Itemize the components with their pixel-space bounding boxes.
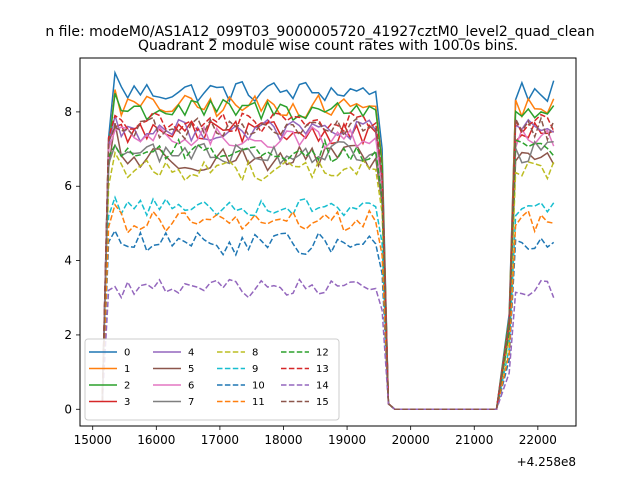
legend-label-1: 1 (124, 364, 130, 375)
legend-label-15: 15 (316, 397, 329, 408)
x-tick-label: 16000 (137, 433, 175, 447)
legend-label-2: 2 (124, 381, 130, 392)
x-tick-label: 22000 (519, 433, 557, 447)
x-tick-label: 18000 (264, 433, 302, 447)
axes-frame (79, 57, 577, 427)
legend-label-12: 12 (316, 348, 329, 359)
legend-label-3: 3 (124, 397, 130, 408)
y-tick-label: 0 (64, 402, 72, 416)
y-tick-label: 2 (64, 328, 72, 342)
legend-label-0: 0 (124, 348, 130, 359)
legend-label-13: 13 (316, 364, 329, 375)
y-tick-label: 8 (64, 105, 72, 119)
figure-suptitle: n file: modeM0/AS1A12_099T03_9000005720_… (45, 24, 594, 40)
x-tick-label: 17000 (201, 433, 239, 447)
y-tick-label: 4 (64, 254, 72, 268)
legend-box (84, 338, 340, 421)
legend-label-8: 8 (252, 348, 258, 359)
x-tick-label: 19000 (328, 433, 366, 447)
x-tick-label: 21000 (455, 433, 493, 447)
y-tick-label: 6 (64, 179, 72, 193)
legend-label-9: 9 (252, 364, 258, 375)
x-axis: 15000 16000 17000 18000 19000 20000 21000 22000 (74, 426, 557, 447)
plot-lines (101, 70, 555, 411)
series-line-15 (101, 115, 555, 411)
x-tick-label: 15000 (74, 433, 112, 447)
x-offset-label: +4.258e8 (517, 455, 576, 469)
legend-label-5: 5 (188, 364, 194, 375)
legend-label-7: 7 (188, 397, 194, 408)
series-line-12 (101, 137, 555, 411)
legend-label-10: 10 (252, 381, 265, 392)
legend-label-4: 4 (188, 348, 194, 359)
chart-title: Quadrant 2 module wise count rates with … (138, 38, 518, 54)
x-tick-label: 20000 (392, 433, 430, 447)
y-axis: 0 2 4 6 8 (64, 105, 80, 416)
legend-label-14: 14 (316, 381, 329, 392)
legend-label-11: 11 (252, 397, 265, 408)
legend-label-6: 6 (188, 381, 194, 392)
series-line-14 (101, 277, 555, 411)
